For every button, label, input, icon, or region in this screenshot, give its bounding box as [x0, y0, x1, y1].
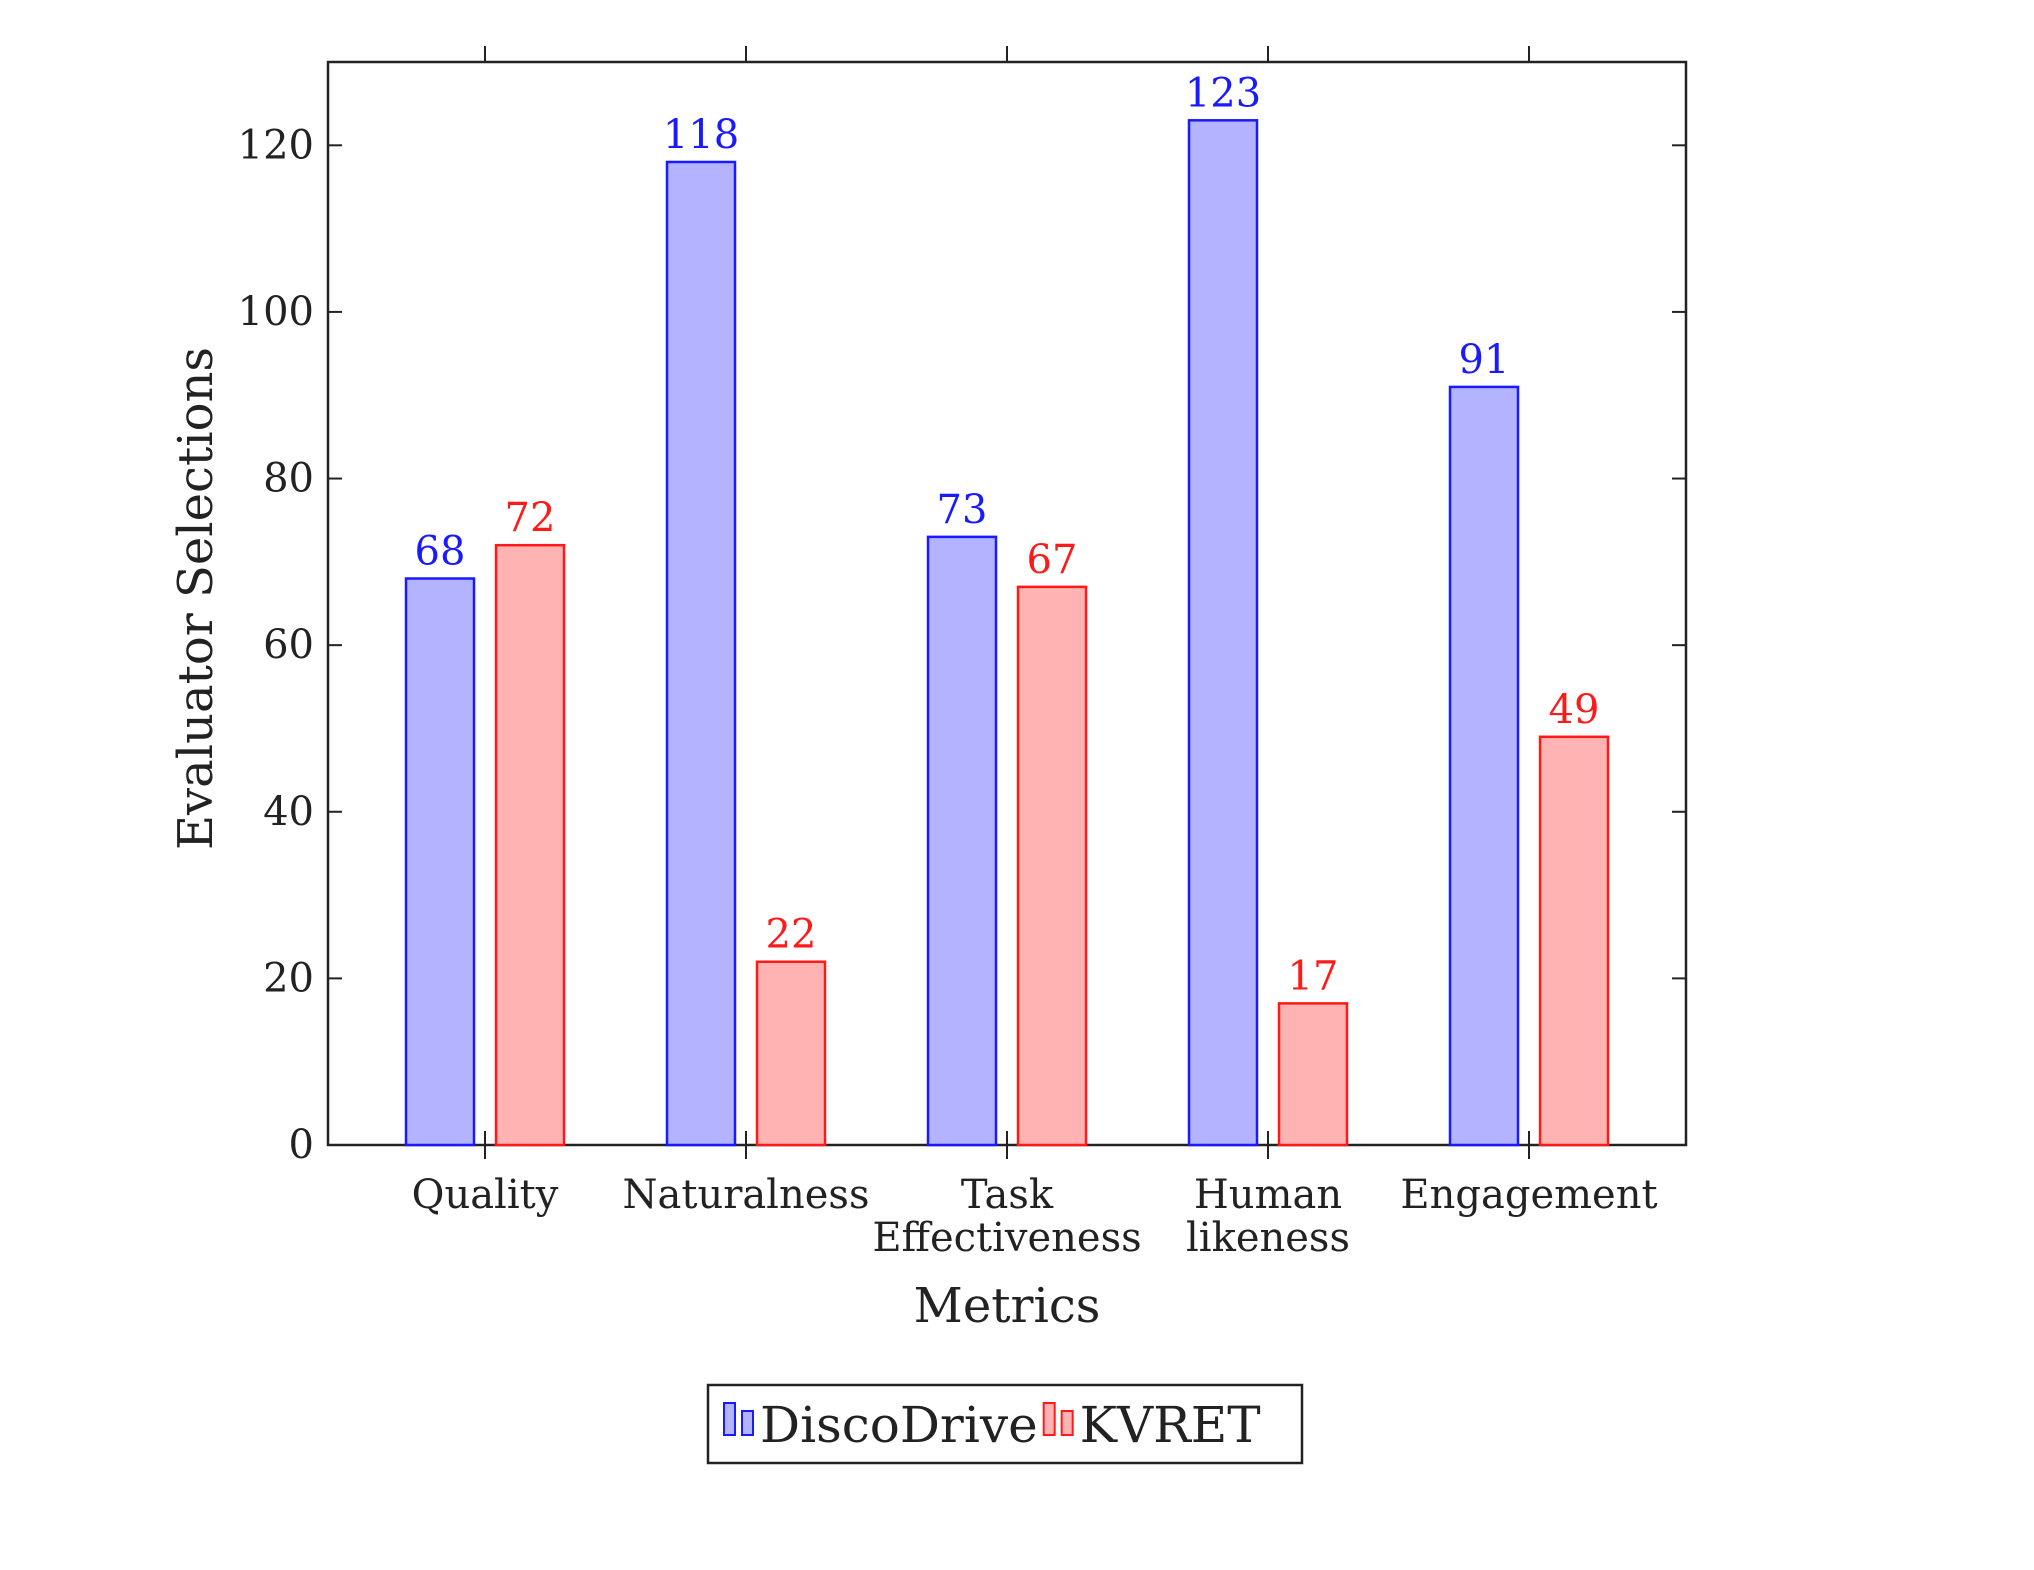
legend-swatch [1060, 1410, 1074, 1436]
x-tick-label: likeness [1186, 1215, 1350, 1261]
y-axis-title: Evaluator Selections [168, 347, 224, 850]
x-tick-label: Effectiveness [872, 1215, 1141, 1261]
bar-kvret [494, 543, 566, 1147]
x-tick-label: Engagement [1400, 1172, 1657, 1218]
legend-swatch [1042, 1402, 1056, 1436]
bar-value-label: 72 [505, 495, 556, 541]
legend-box [706, 1383, 1304, 1465]
axes [326, 46, 1688, 1159]
bar-value-label: 118 [663, 112, 739, 158]
y-tick-label: 60 [263, 622, 314, 668]
bar-value-label: 49 [1549, 687, 1600, 733]
bar-discodrive [1448, 385, 1520, 1147]
bar-discodrive [404, 577, 476, 1147]
bar-kvret [1016, 585, 1088, 1147]
legend: DiscoDrive KVRET [706, 1383, 1304, 1465]
legend-swatch [741, 1410, 754, 1436]
x-axis-title: Metrics [914, 1278, 1101, 1334]
y-tick-label: 80 [263, 456, 314, 502]
bar-value-label: 91 [1459, 337, 1510, 383]
bar-kvret [1538, 735, 1610, 1147]
legend-label: KVRET [1080, 1396, 1261, 1454]
y-tick-label: 120 [238, 122, 314, 168]
bar-kvret [1277, 1002, 1349, 1147]
bar-discodrive [926, 535, 998, 1147]
bar-value-label: 68 [415, 529, 466, 575]
legend-swatch [723, 1402, 736, 1436]
bar-value-label: 67 [1027, 537, 1078, 583]
y-tick-label: 100 [238, 289, 314, 335]
bars [404, 119, 1610, 1147]
bar-discodrive [665, 160, 737, 1147]
y-tick-label: 20 [263, 955, 314, 1001]
legend-label: DiscoDrive [760, 1396, 1038, 1454]
bar-discodrive [1187, 119, 1259, 1147]
y-tick-label: 40 [263, 789, 314, 835]
bar-value-label: 17 [1288, 953, 1339, 999]
bar-value-label: 73 [937, 487, 988, 533]
x-tick-label: Human [1194, 1172, 1342, 1218]
labels: 0 20 40 60 80 100 120 Quality Naturalness TaskEff… [238, 70, 1658, 1261]
y-tick-label: 0 [289, 1122, 314, 1168]
x-tick-label: Quality [412, 1172, 559, 1218]
bar-value-label: 22 [766, 912, 817, 958]
bar-kvret [755, 960, 827, 1147]
bar-value-label: 123 [1185, 70, 1261, 116]
x-tick-label: Naturalness [623, 1172, 870, 1218]
x-tick-label: Task [961, 1172, 1054, 1218]
